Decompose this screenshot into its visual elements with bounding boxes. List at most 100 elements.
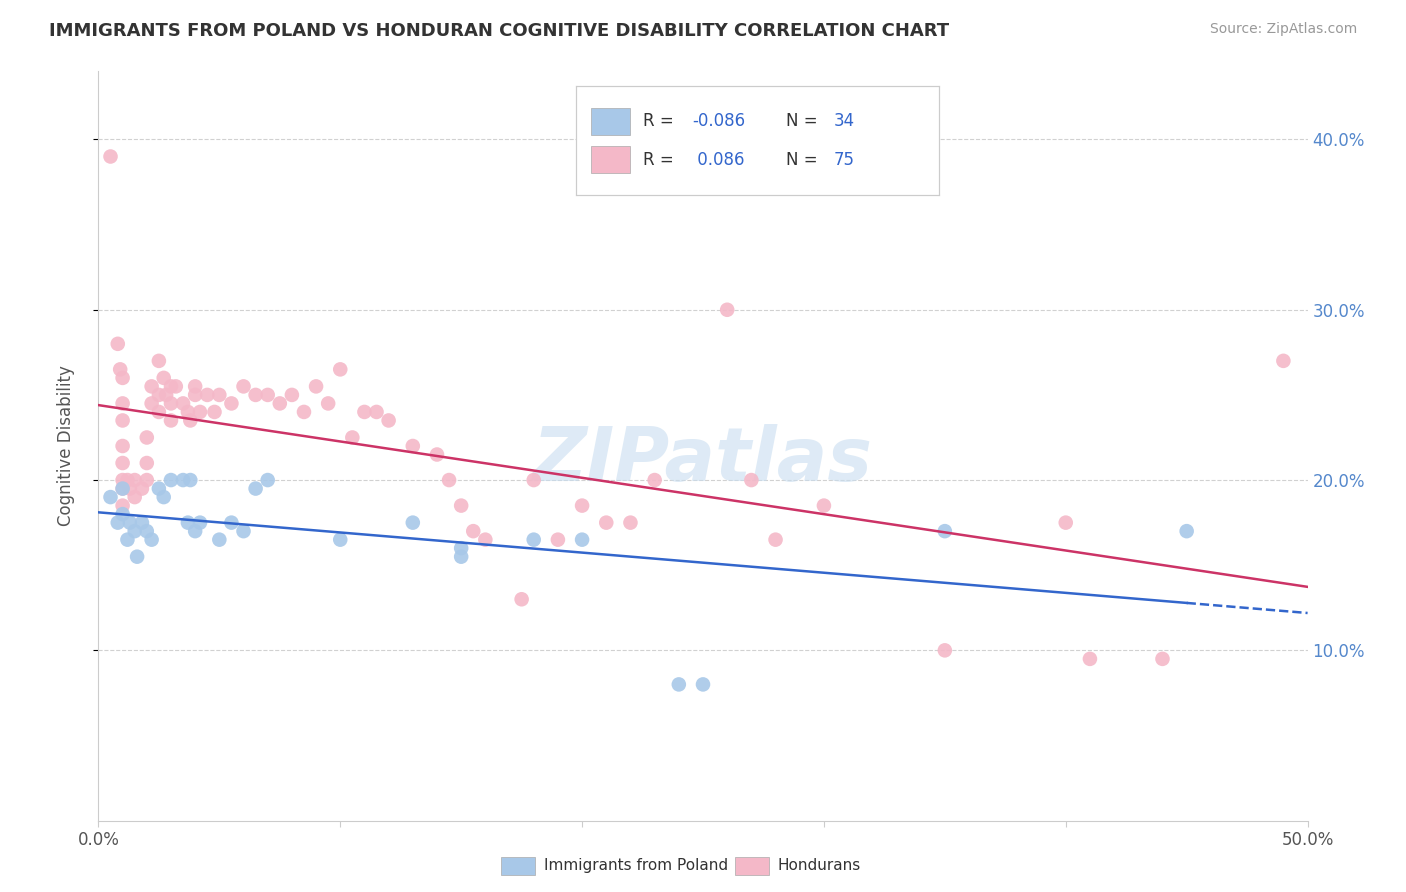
Point	[141, 379, 163, 393]
Point	[208, 533, 231, 547]
Point	[148, 405, 170, 419]
Point	[195, 388, 218, 402]
Point	[329, 362, 352, 376]
Text: Hondurans: Hondurans	[778, 857, 860, 872]
Point	[474, 533, 496, 547]
Point	[402, 439, 425, 453]
Point	[232, 524, 254, 538]
Point	[571, 499, 593, 513]
Point	[329, 533, 352, 547]
Point	[269, 396, 291, 410]
Point	[135, 430, 157, 444]
Point	[450, 541, 472, 556]
Point	[256, 473, 278, 487]
Point	[245, 388, 267, 402]
Point	[437, 473, 460, 487]
Point	[152, 490, 174, 504]
Point	[450, 499, 472, 513]
Point	[100, 149, 122, 163]
Point	[148, 482, 170, 496]
Point	[342, 430, 364, 444]
Point	[813, 499, 835, 513]
Point	[188, 405, 211, 419]
Point	[184, 379, 207, 393]
Point	[135, 524, 157, 538]
Text: Immigrants from Poland: Immigrants from Poland	[544, 857, 728, 872]
Point	[177, 516, 200, 530]
Point	[152, 371, 174, 385]
Point	[184, 524, 207, 538]
Point	[316, 396, 339, 410]
Point	[402, 516, 425, 530]
Point	[131, 482, 153, 496]
Point	[111, 473, 134, 487]
Point	[281, 388, 304, 402]
Point	[111, 507, 134, 521]
Point	[172, 473, 194, 487]
Point	[111, 456, 134, 470]
FancyBboxPatch shape	[501, 857, 534, 875]
Point	[1054, 516, 1077, 530]
Point	[124, 490, 146, 504]
Point	[692, 677, 714, 691]
Point	[463, 524, 485, 538]
Point	[111, 396, 134, 410]
Point	[547, 533, 569, 547]
Point	[165, 379, 187, 393]
Point	[245, 482, 267, 496]
Point	[644, 473, 666, 487]
Point	[148, 388, 170, 402]
Point	[135, 456, 157, 470]
Point	[124, 473, 146, 487]
Point	[232, 379, 254, 393]
Text: IMMIGRANTS FROM POLAND VS HONDURAN COGNITIVE DISABILITY CORRELATION CHART: IMMIGRANTS FROM POLAND VS HONDURAN COGNI…	[49, 22, 949, 40]
Point	[292, 405, 315, 419]
Point	[934, 524, 956, 538]
Point	[131, 516, 153, 530]
Point	[107, 336, 129, 351]
Point	[127, 549, 149, 564]
Point	[619, 516, 641, 530]
Point	[256, 388, 278, 402]
Point	[118, 516, 141, 530]
Point	[111, 499, 134, 513]
Point	[740, 473, 762, 487]
Point	[366, 405, 388, 419]
Point	[160, 379, 183, 393]
Point	[1272, 354, 1295, 368]
Point	[160, 473, 183, 487]
Point	[765, 533, 787, 547]
Y-axis label: Cognitive Disability: Cognitive Disability	[56, 366, 75, 526]
Point	[172, 396, 194, 410]
Point	[111, 371, 134, 385]
Point	[523, 533, 546, 547]
Point	[510, 592, 533, 607]
Point	[1175, 524, 1198, 538]
Text: Source: ZipAtlas.com: Source: ZipAtlas.com	[1209, 22, 1357, 37]
Point	[204, 405, 226, 419]
Point	[716, 302, 738, 317]
Point	[208, 388, 231, 402]
Point	[117, 473, 139, 487]
Point	[934, 643, 956, 657]
Point	[160, 413, 183, 427]
Point	[141, 396, 163, 410]
Point	[111, 439, 134, 453]
Point	[108, 362, 131, 376]
Point	[135, 473, 157, 487]
Point	[377, 413, 399, 427]
Point	[188, 516, 211, 530]
Point	[111, 482, 134, 496]
Point	[179, 413, 201, 427]
Point	[184, 388, 207, 402]
Point	[111, 413, 134, 427]
Point	[1078, 652, 1101, 666]
Point	[148, 354, 170, 368]
Point	[107, 516, 129, 530]
FancyBboxPatch shape	[735, 857, 769, 875]
Point	[1152, 652, 1174, 666]
Point	[100, 490, 122, 504]
Point	[668, 677, 690, 691]
Point	[353, 405, 375, 419]
Point	[155, 388, 177, 402]
